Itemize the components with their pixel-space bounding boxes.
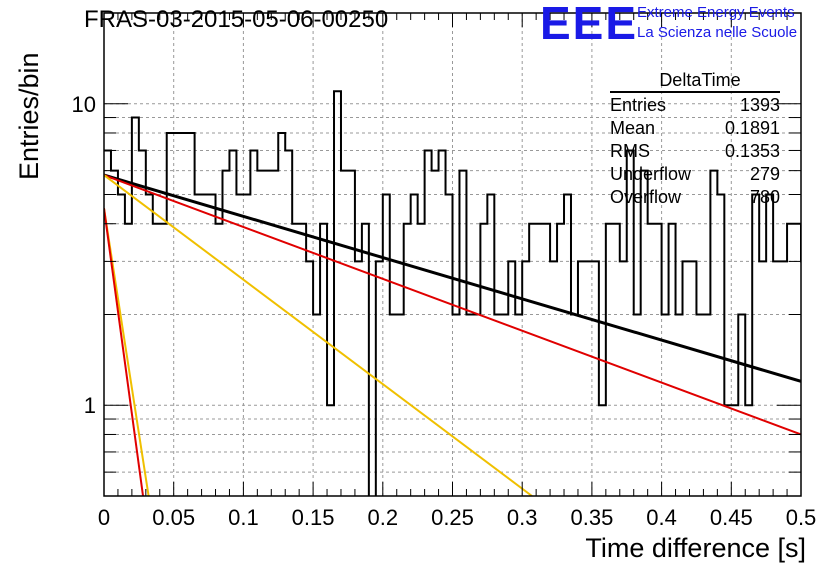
x-tick-label: 0 (98, 505, 110, 530)
stats-rows: Entries 1393 Mean 0.1891 RMS 0.1353 Underflow 2… (610, 95, 780, 210)
stats-title: DeltaTime (610, 70, 780, 93)
stats-label: Underflow (610, 164, 692, 184)
stats-row: Underflow 279 (610, 164, 780, 187)
x-tick-label: 0.35 (570, 505, 613, 530)
logo-tagline-1: Extreme Energy Events (637, 4, 795, 21)
y-axis-title: Entries/bin (14, 52, 44, 180)
stats-value: 0.1891 (724, 118, 780, 138)
x-tick-label: 0.25 (431, 505, 474, 530)
stats-row: Overflow 780 (610, 187, 780, 210)
stats-value: 780 (749, 187, 780, 207)
stats-box: DeltaTime Entries 1393 Mean 0.1891 RMS 0.1353… (610, 70, 780, 210)
x-tick-label: 0.15 (292, 505, 335, 530)
stats-row: Entries 1393 (610, 95, 780, 118)
stats-label: Mean (610, 118, 656, 138)
stats-label: RMS (610, 141, 650, 161)
fit-line (104, 173, 801, 383)
x-tick-label: 0.2 (368, 505, 399, 530)
fit-curves-layer (104, 173, 801, 496)
x-tick-label: 0.3 (507, 505, 538, 530)
x-tick-label: 0.1 (228, 505, 259, 530)
histogram-steps (104, 90, 801, 496)
x-tick-label: 0.4 (646, 505, 677, 530)
y-tick-label: 10 (72, 92, 96, 117)
run-title: FRAS-03-2015-05-06-00250 (84, 6, 389, 33)
fit-line (104, 174, 801, 436)
x-tick-label: 0.45 (710, 505, 753, 530)
histogram-layer (104, 90, 801, 496)
fit-line (104, 174, 533, 496)
stats-label: Entries (610, 95, 667, 115)
stats-value: 0.1353 (724, 141, 780, 161)
stats-value: 1393 (739, 95, 780, 115)
fit-line (104, 208, 145, 496)
stats-label: Overflow (610, 187, 682, 207)
stats-row: Mean 0.1891 (610, 118, 780, 141)
x-tick-label: 0.5 (786, 505, 817, 530)
y-tick-label: 1 (84, 393, 96, 418)
stats-value: 279 (749, 164, 780, 184)
x-tick-label: 0.05 (152, 505, 195, 530)
logo-tagline-2: La Scienza nelle Scuole (637, 24, 798, 41)
x-axis-title: Time difference [s] (585, 533, 806, 563)
stats-row: RMS 0.1353 (610, 141, 780, 164)
axes-layer: 0 0.05 0.1 0.15 0.2 0.25 0.3 0.35 0.4 0.45 0.5 1 10 (72, 12, 817, 530)
eee-logo: EEE (540, 0, 639, 49)
